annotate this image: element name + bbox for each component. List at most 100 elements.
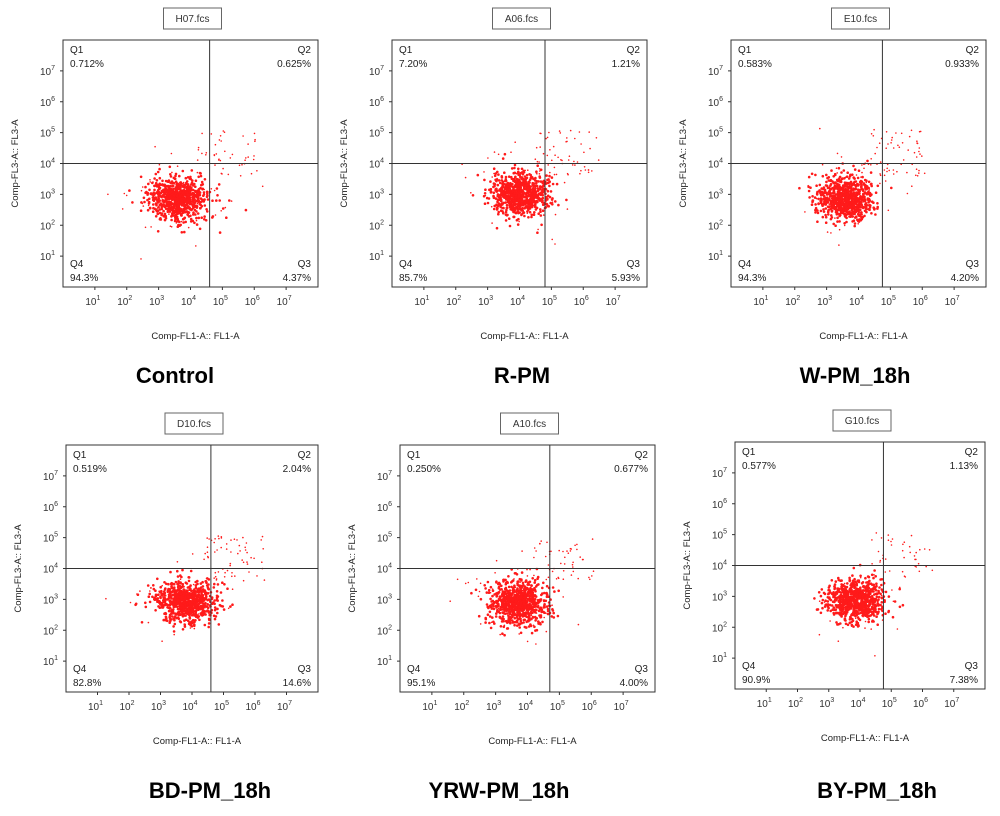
event-point [184, 181, 188, 185]
event-point [219, 591, 223, 594]
event-point [887, 539, 890, 541]
event-point [888, 169, 890, 172]
event-point [838, 194, 842, 198]
y-tick-label: 101 [708, 250, 723, 263]
event-point [139, 590, 141, 592]
event-point [502, 625, 506, 629]
event-point [148, 600, 152, 604]
event-point [164, 196, 167, 199]
event-point [169, 187, 173, 191]
event-point [147, 202, 151, 205]
event-point [230, 551, 232, 553]
event-point [513, 578, 515, 580]
event-point [531, 616, 535, 619]
event-point [214, 143, 217, 146]
event-point [484, 617, 488, 621]
event-point [152, 191, 155, 194]
event-point [595, 137, 598, 139]
x-tick-label: 106 [582, 700, 597, 713]
event-point [163, 218, 167, 222]
event-point [244, 208, 248, 212]
event-point [503, 183, 506, 186]
event-point [552, 616, 556, 619]
event-point [218, 537, 220, 540]
event-point [852, 187, 855, 190]
event-point [166, 210, 170, 213]
event-point [843, 181, 847, 184]
event-point [185, 203, 188, 207]
event-point [550, 176, 554, 179]
event-point [516, 582, 519, 585]
event-point [169, 225, 172, 227]
x-tick-label: 104 [518, 700, 533, 713]
event-point [521, 591, 525, 594]
event-point [192, 211, 195, 214]
event-point [536, 577, 539, 580]
event-point [531, 181, 534, 185]
event-point [178, 184, 182, 188]
event-point [514, 211, 518, 215]
event-point [194, 179, 198, 182]
event-point [158, 163, 161, 166]
event-point [186, 176, 190, 179]
event-point [192, 184, 195, 187]
event-point [199, 607, 203, 610]
quadrant-name-q2: Q2 [966, 45, 980, 56]
event-point [518, 180, 522, 184]
event-point [862, 192, 865, 196]
event-point [548, 131, 550, 134]
event-point [219, 159, 222, 162]
event-point [846, 211, 850, 214]
quadrant-value-q2: 0.677% [614, 464, 648, 475]
event-point [219, 135, 222, 137]
y-axis-label: Comp-FL3-A:: FL3-A [10, 119, 21, 208]
event-point [189, 569, 193, 573]
x-tick-label: 106 [913, 295, 928, 308]
event-point [550, 550, 552, 553]
event-point [168, 617, 172, 621]
event-point [870, 158, 872, 160]
event-point [183, 619, 186, 622]
event-point [488, 604, 492, 608]
event-point [879, 173, 881, 175]
event-point [184, 207, 187, 211]
event-point [513, 166, 516, 170]
event-point [562, 570, 565, 572]
event-point [186, 602, 189, 606]
event-point [870, 133, 873, 135]
event-point [513, 208, 517, 212]
event-point [193, 624, 196, 627]
event-point [496, 189, 499, 193]
event-point [833, 196, 836, 199]
event-point [870, 200, 874, 203]
event-point [576, 548, 578, 551]
event-point [146, 193, 149, 196]
event-point [819, 209, 823, 213]
event-point [526, 597, 530, 601]
event-point [838, 175, 842, 179]
event-point [491, 616, 494, 619]
event-point [202, 198, 205, 202]
x-tick-label: 101 [85, 295, 100, 308]
event-point [549, 171, 551, 174]
event-point [546, 541, 548, 544]
quadrant-name-q4: Q4 [407, 664, 421, 675]
event-point [197, 216, 201, 220]
event-point [542, 214, 545, 216]
event-point [554, 213, 557, 216]
event-point [529, 624, 533, 628]
event-point [207, 583, 210, 586]
event-point [193, 198, 196, 202]
event-point [503, 186, 507, 189]
event-point [517, 193, 521, 196]
event-point [552, 611, 555, 615]
event-point [535, 181, 538, 185]
event-point [499, 205, 503, 209]
event-point [853, 183, 856, 186]
event-point [178, 589, 181, 592]
event-point [150, 193, 154, 196]
event-point [545, 630, 548, 633]
event-point [174, 174, 177, 178]
event-point [546, 181, 550, 185]
event-point [538, 621, 542, 625]
